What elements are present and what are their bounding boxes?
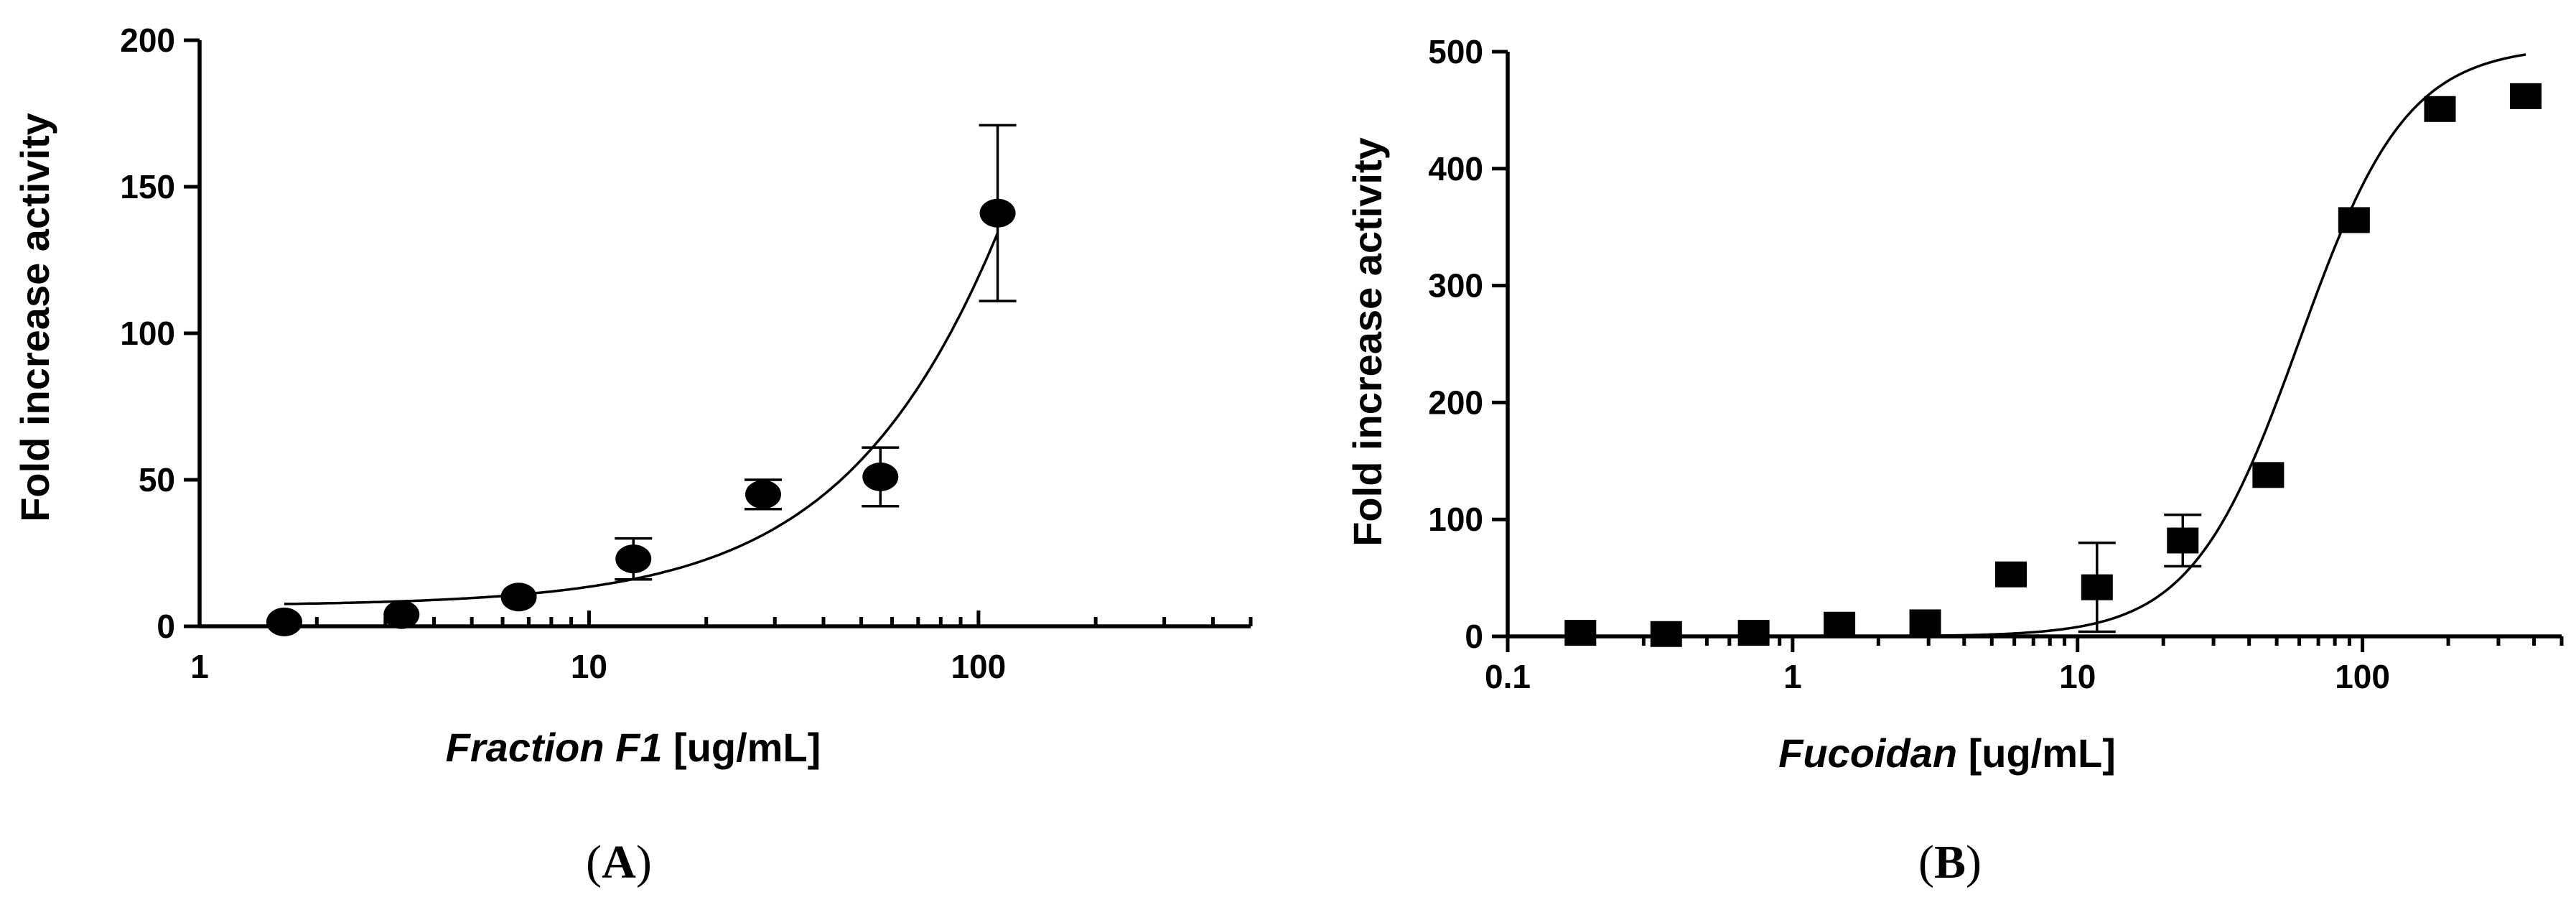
panel-b-x-tick-label: 10 xyxy=(2059,658,2096,695)
panel-a-y-axis: 0 50 100 150 200 xyxy=(120,22,202,645)
panel-b-label-open: ( xyxy=(1918,836,1934,888)
panel-a-data-point xyxy=(745,480,781,509)
panel-a-y-tick-label: 100 xyxy=(120,315,175,352)
panel-a-x-axis-title-unit: [ug/mL] xyxy=(663,725,821,770)
panel-b-y-axis-title: Fold increase activity xyxy=(1345,137,1390,547)
panel-b-x-tick-label: 100 xyxy=(2335,658,2390,695)
panel-b-data-point xyxy=(1909,609,1941,636)
panel-b-x-axis-title-sample: Fucoidan xyxy=(1778,730,1957,776)
panel-b-y-tick-label: 500 xyxy=(1428,33,1483,70)
panel-a-label: (A) xyxy=(586,836,652,888)
panel-b-x-tick-label: 0.1 xyxy=(1485,658,1531,695)
panel-a-y-tick-label: 0 xyxy=(157,608,175,645)
panel-a-y-tick-label: 150 xyxy=(120,168,175,205)
panel-b-data-points xyxy=(1564,83,2542,647)
panel-a-chart: 0 50 100 150 200 1 10 100 Fold increase activi… xyxy=(12,22,1253,888)
panel-b-y-tick-label: 100 xyxy=(1428,501,1483,538)
panel-a-y-tick-label: 200 xyxy=(120,22,175,59)
panel-a-data-point xyxy=(500,583,537,612)
panel-a-data-point xyxy=(615,544,652,574)
panel-a-x-tick-label: 1 xyxy=(190,648,209,685)
panel-a-data-point xyxy=(979,198,1016,228)
panel-b-data-point xyxy=(1995,561,2027,588)
panel-b-fit-curve xyxy=(1928,53,2526,637)
panel-a-y-axis-title: Fold increase activity xyxy=(12,113,57,522)
panel-a-label-close: ) xyxy=(636,836,652,888)
panel-b-data-point xyxy=(2167,527,2199,554)
panel-b-y-tick-label: 400 xyxy=(1428,150,1483,187)
panel-b-data-point xyxy=(1737,620,1770,646)
panel-b-x-axis-title: Fucoidan [ug/mL] xyxy=(1778,730,2116,776)
panel-a-label-letter: A xyxy=(602,836,636,888)
panel-b-y-axis: 0 100 200 300 400 500 xyxy=(1428,33,1510,655)
panel-b-y-tick-label: 0 xyxy=(1465,618,1483,655)
panel-b-label-letter: B xyxy=(1934,836,1966,888)
panel-b-data-point xyxy=(2338,207,2370,233)
panel-b-y-tick-label: 200 xyxy=(1428,384,1483,421)
panel-a-data-point xyxy=(862,462,899,491)
panel-b-x-axis: 0.1 1 10 100 xyxy=(1485,634,2564,695)
panel-a-y-tick-label: 50 xyxy=(139,461,175,498)
panel-b-data-point xyxy=(2252,462,2285,488)
panel-b-x-axis-title-unit: [ug/mL] xyxy=(1957,730,2116,776)
panel-a-label-open: ( xyxy=(586,836,602,888)
panel-b-data-point xyxy=(1564,620,1597,646)
panel-b-label: (B) xyxy=(1918,836,1982,888)
panel-a-x-tick-label: 10 xyxy=(571,648,607,685)
panel-a-x-axis-title-sample: Fraction F1 xyxy=(446,725,663,770)
panel-a-x-axis: 1 10 100 xyxy=(190,611,1253,685)
panel-a-data-point xyxy=(383,600,420,629)
panel-b-data-point xyxy=(2509,83,2542,109)
panel-b-data-point xyxy=(2081,574,2113,600)
panel-a-x-axis-title: Fraction F1 [ug/mL] xyxy=(446,725,821,770)
panel-b-x-tick-label: 1 xyxy=(1783,658,1802,695)
panel-b-data-point xyxy=(1650,621,1682,647)
panel-a-x-tick-label: 100 xyxy=(951,648,1006,685)
panel-b-y-tick-label: 300 xyxy=(1428,267,1483,305)
panel-a-data-points xyxy=(266,124,1017,636)
panel-b-chart: 0 100 200 300 400 500 0.1 1 10 100 Fold increase… xyxy=(1345,33,2564,888)
panel-b-label-close: ) xyxy=(1966,836,1982,888)
panel-a-data-point xyxy=(266,607,302,636)
panel-b-data-point xyxy=(2424,96,2456,122)
panel-b-data-point xyxy=(1824,611,1856,638)
